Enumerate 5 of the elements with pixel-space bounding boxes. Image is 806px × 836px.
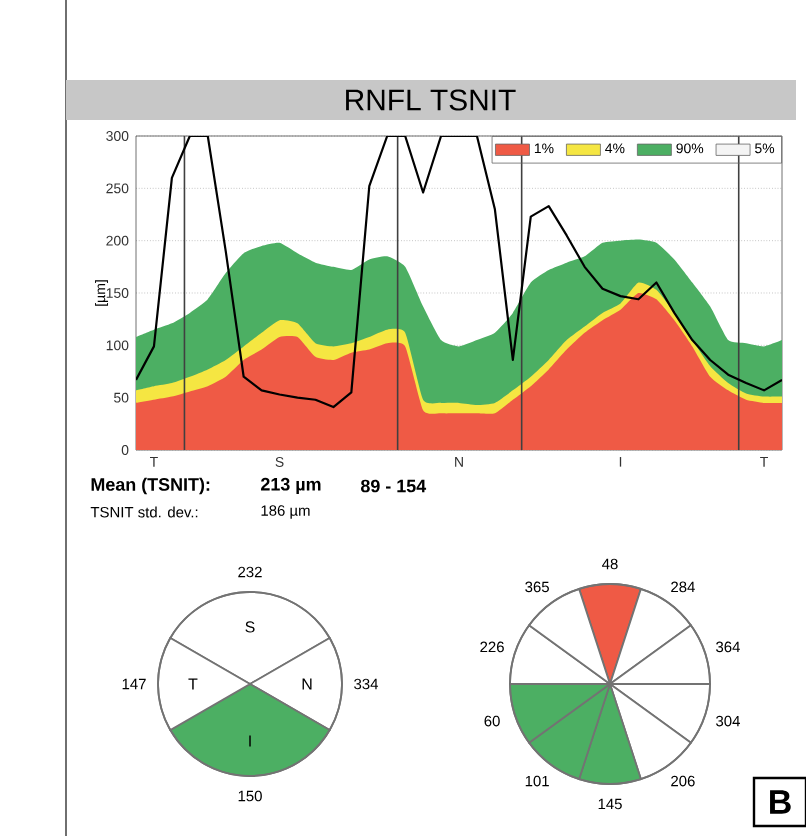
text: Mean (TSNIT):: [91, 477, 210, 495]
text: 213 µm: [261, 477, 321, 495]
text: B: [770, 790, 791, 814]
chart-title: RNFL TSNIT: [346, 89, 516, 111]
text: 89 - 154: [360, 479, 427, 493]
